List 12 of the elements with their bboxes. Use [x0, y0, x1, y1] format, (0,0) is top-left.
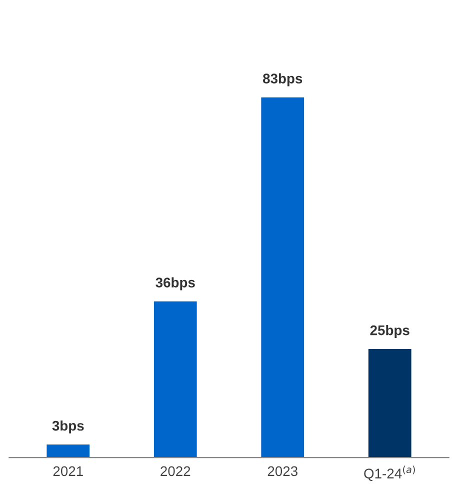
x-tick-label: 2023 — [268, 466, 298, 476]
bar — [261, 97, 304, 458]
data-label: 83bps — [262, 73, 302, 86]
data-label: 25bps — [370, 325, 410, 338]
bar — [368, 349, 412, 458]
x-tick-label: 2021 — [53, 466, 83, 476]
data-label: 36bps — [156, 277, 195, 290]
bar — [46, 444, 90, 458]
bar — [154, 301, 197, 458]
x-tick-label: 2022 — [160, 466, 190, 476]
x-tick-label: Q1-24$^{(a)}$ — [364, 466, 415, 481]
data-label: 3bps — [52, 420, 84, 434]
